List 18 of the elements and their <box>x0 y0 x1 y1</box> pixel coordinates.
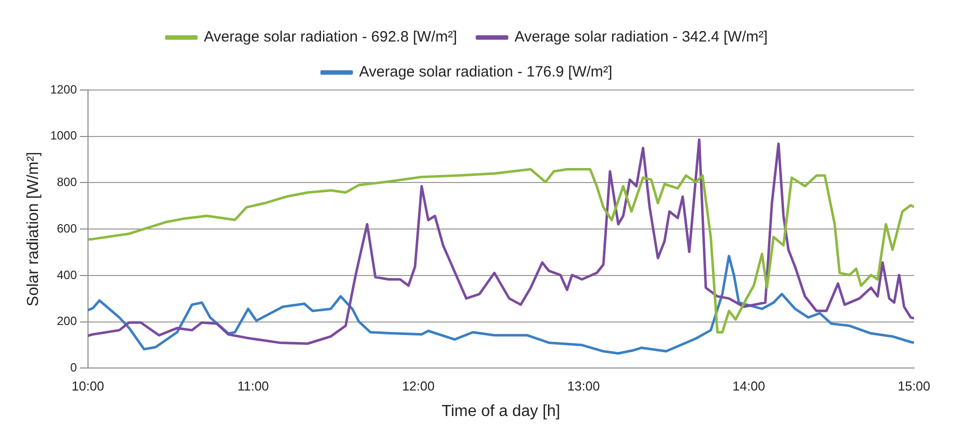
y-tick-label: 1200 <box>50 82 78 96</box>
x-tick-label: 12:00 <box>402 378 435 394</box>
x-tick-label: 11:00 <box>237 378 269 394</box>
y-tick-label: 400 <box>56 268 78 282</box>
x-tick-label: 15:00 <box>898 378 930 394</box>
y-tick-label: 200 <box>56 314 78 328</box>
x-tick-label: 10:00 <box>72 378 104 394</box>
legend-label: Average solar radiation - 692.8 [W/m²] <box>204 28 458 46</box>
x-axis-title: Time of a day [h] <box>442 402 560 420</box>
y-tick-label: 1000 <box>50 128 78 143</box>
y-tick-label: 600 <box>56 221 78 236</box>
y-tick-label: 800 <box>56 175 78 190</box>
legend-label: Average solar radiation - 176.9 [W/m²] <box>359 64 612 81</box>
x-tick-label: 13:00 <box>567 378 600 394</box>
y-axis-title: Solar radiation [W/m²] <box>25 152 42 306</box>
x-tick-label: 14:00 <box>732 378 766 394</box>
legend-label: Average solar radiation - 342.4 [W/m²] <box>514 28 768 46</box>
y-tick-label: 0 <box>70 360 78 375</box>
